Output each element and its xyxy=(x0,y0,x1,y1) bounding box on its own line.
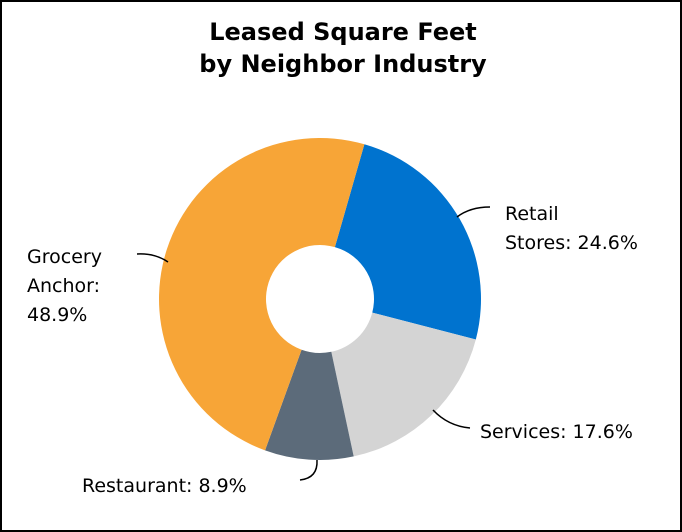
leader-line-restaurant xyxy=(299,459,318,481)
data-label-line: Restaurant: 8.9% xyxy=(82,475,247,497)
data-label-restaurant: Restaurant: 8.9% xyxy=(82,475,247,497)
data-label-line: Anchor: xyxy=(27,275,100,297)
chart-title-line-1: Leased Square Feet xyxy=(209,18,477,46)
chart-title-line-2: by Neighbor Industry xyxy=(199,50,487,78)
data-label-line: Grocery xyxy=(27,246,102,268)
slice-retail-stores xyxy=(334,144,481,340)
data-label-services: Services: 17.6% xyxy=(480,421,633,443)
data-label-retail-stores: Retail Stores: 24.6% xyxy=(505,203,638,254)
slice-restaurant xyxy=(265,349,354,460)
data-label-line: Retail xyxy=(505,203,559,225)
leader-line-services xyxy=(432,409,471,429)
slice-grocery-anchor xyxy=(159,138,365,451)
data-label-line: 48.9% xyxy=(27,304,87,326)
chart-title: Leased Square Feet by Neighbor Industry xyxy=(2,16,682,80)
leader-line-grocery-anchor xyxy=(136,253,169,263)
data-label-line: Services: 17.6% xyxy=(480,421,633,443)
data-label-line: Stores: 24.6% xyxy=(505,232,638,254)
slice-services xyxy=(331,312,476,457)
leader-line-retail-stores xyxy=(456,206,491,218)
data-label-grocery-anchor: Grocery Anchor: 48.9% xyxy=(27,246,102,326)
